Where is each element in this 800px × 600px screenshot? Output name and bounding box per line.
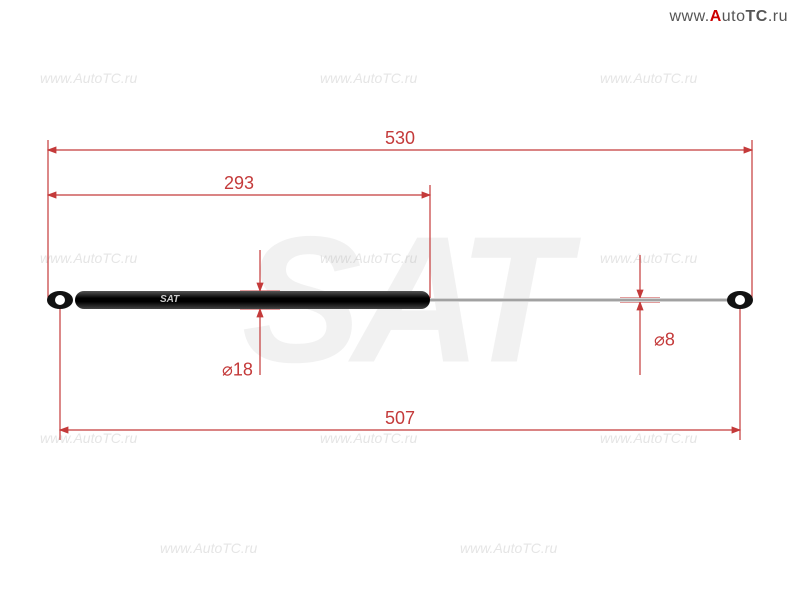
source-url: www.AutoTC.ru [669,8,788,26]
url-a: A [710,8,722,25]
dim-cylinder-length: 293 [220,173,258,194]
dim-eye-to-eye: 507 [381,408,419,429]
piston-rod [430,298,728,302]
cylinder-brand: SAT [160,294,179,305]
dim-overall-length: 530 [381,128,419,149]
right-eye-mount [727,291,753,309]
url-ru: .ru [768,8,788,25]
url-uto: uto [722,8,746,25]
left-eye-mount [47,291,73,309]
dim-rod-diameter: ⌀8 [654,330,675,351]
dim-cylinder-diameter: ⌀18 [222,360,253,381]
url-tc: TC [746,8,768,25]
cylinder-body [75,291,430,309]
url-www: www. [669,8,709,25]
